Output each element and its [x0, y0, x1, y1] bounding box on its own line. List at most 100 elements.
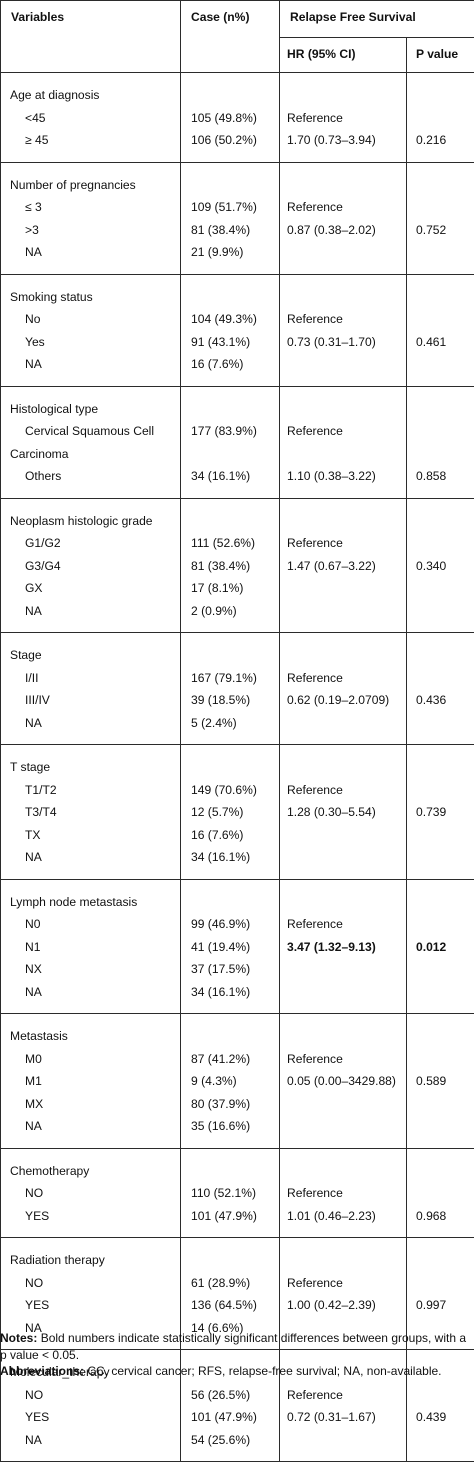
case-value: 105 (49.8%) — [181, 107, 279, 130]
spacer — [181, 286, 279, 309]
p-value — [407, 1429, 474, 1452]
row-label: NX — [1, 958, 180, 981]
case-value: 54 (25.6%) — [181, 1429, 279, 1452]
case-value: 5 (2.4%) — [181, 712, 279, 735]
p-value — [407, 779, 474, 802]
row-label: M1 — [1, 1070, 180, 1093]
hr-value: 3.47 (1.32–9.13) — [280, 936, 406, 959]
hr-value: 1.10 (0.38–3.22) — [280, 465, 406, 488]
case-value: 177 (83.9%) — [181, 420, 279, 443]
abbreviations-label: Abbreviations: — [0, 1364, 84, 1378]
spacer — [181, 644, 279, 667]
abbreviations-text: CC, cervical cancer; RFS, relapse-free s… — [87, 1364, 441, 1378]
hr-value: Reference — [280, 1272, 406, 1295]
p-value — [407, 353, 474, 376]
hr-value: Reference — [280, 779, 406, 802]
p-value: 0.012 — [407, 936, 474, 959]
spacer — [407, 398, 474, 421]
case-cell: 149 (70.6%)12 (5.7%)16 (7.6%)34 (16.1%) — [181, 745, 280, 880]
abbreviations-line: Abbreviations: CC, cervical cancer; RFS,… — [0, 1363, 474, 1380]
row-label: GX — [1, 577, 180, 600]
spacer — [280, 1160, 406, 1183]
hr-value: 1.00 (0.42–2.39) — [280, 1294, 406, 1317]
case-value: 106 (50.2%) — [181, 129, 279, 152]
hr-value: 1.28 (0.30–5.54) — [280, 801, 406, 824]
p-value — [407, 107, 474, 130]
case-cell: 87 (41.2%)9 (4.3%)80 (37.9%)35 (16.6%) — [181, 1014, 280, 1149]
row-label: Yes — [1, 331, 180, 354]
row-label: <45 — [1, 107, 180, 130]
case-value: 149 (70.6%) — [181, 779, 279, 802]
p-cell: 0.752 — [407, 162, 474, 274]
row-label: N1 — [1, 936, 180, 959]
p-cell: 0.968 — [407, 1148, 474, 1238]
row-label: NA — [1, 241, 180, 264]
case-value: 104 (49.3%) — [181, 308, 279, 331]
group-title: Stage — [1, 644, 180, 667]
row-label: YES — [1, 1294, 180, 1317]
hr-value: Reference — [280, 1182, 406, 1205]
table-footnotes: Notes: Bold numbers indicate statistical… — [0, 1330, 474, 1380]
p-cell: 0.589 — [407, 1014, 474, 1149]
spacer — [181, 84, 279, 107]
row-label: I/II — [1, 667, 180, 690]
case-value: 80 (37.9%) — [181, 1093, 279, 1116]
hr-value: Reference — [280, 420, 406, 443]
spacer — [280, 84, 406, 107]
p-value: 0.997 — [407, 1294, 474, 1317]
p-value: 0.739 — [407, 801, 474, 824]
p-value — [407, 958, 474, 981]
p-value — [407, 600, 474, 623]
p-cell: 0.739 — [407, 745, 474, 880]
p-value — [407, 308, 474, 331]
group-title: Number of pregnancies — [1, 174, 180, 197]
case-value: 34 (16.1%) — [181, 846, 279, 869]
hr-value — [280, 1093, 406, 1116]
group-title: Age at diagnosis — [1, 84, 180, 107]
spacer — [407, 286, 474, 309]
header-rfs: Relapse Free Survival — [280, 1, 474, 38]
p-value — [407, 196, 474, 219]
p-value — [407, 846, 474, 869]
case-value: 16 (7.6%) — [181, 353, 279, 376]
case-value: 56 (26.5%) — [181, 1384, 279, 1407]
p-cell: 0.858 — [407, 386, 474, 498]
hr-value: 1.47 (0.67–3.22) — [280, 555, 406, 578]
case-value: 109 (51.7%) — [181, 196, 279, 219]
row-label: N0 — [1, 913, 180, 936]
group-title: Histological type — [1, 398, 180, 421]
hr-value — [280, 1115, 406, 1138]
p-value — [407, 1048, 474, 1071]
hr-value: Reference — [280, 196, 406, 219]
spacer — [181, 1249, 279, 1272]
case-value: 41 (19.4%) — [181, 936, 279, 959]
row-label: G3/G4 — [1, 555, 180, 578]
p-value — [407, 1272, 474, 1295]
spacer — [407, 891, 474, 914]
spacer — [280, 286, 406, 309]
spacer — [407, 756, 474, 779]
case-cell: 167 (79.1%)39 (18.5%)5 (2.4%) — [181, 633, 280, 745]
p-value — [407, 241, 474, 264]
row-label: MX — [1, 1093, 180, 1116]
hr-value: Reference — [280, 913, 406, 936]
spacer — [280, 891, 406, 914]
spacer — [181, 891, 279, 914]
case-value: 34 (16.1%) — [181, 981, 279, 1004]
p-value — [407, 577, 474, 600]
case-cell: 177 (83.9%)34 (16.1%) — [181, 386, 280, 498]
row-label: M0 — [1, 1048, 180, 1071]
row-label: YES — [1, 1205, 180, 1228]
spacer — [280, 644, 406, 667]
hr-value — [280, 981, 406, 1004]
hr-value — [280, 443, 406, 466]
spacer — [181, 398, 279, 421]
p-cell: 0.436 — [407, 633, 474, 745]
